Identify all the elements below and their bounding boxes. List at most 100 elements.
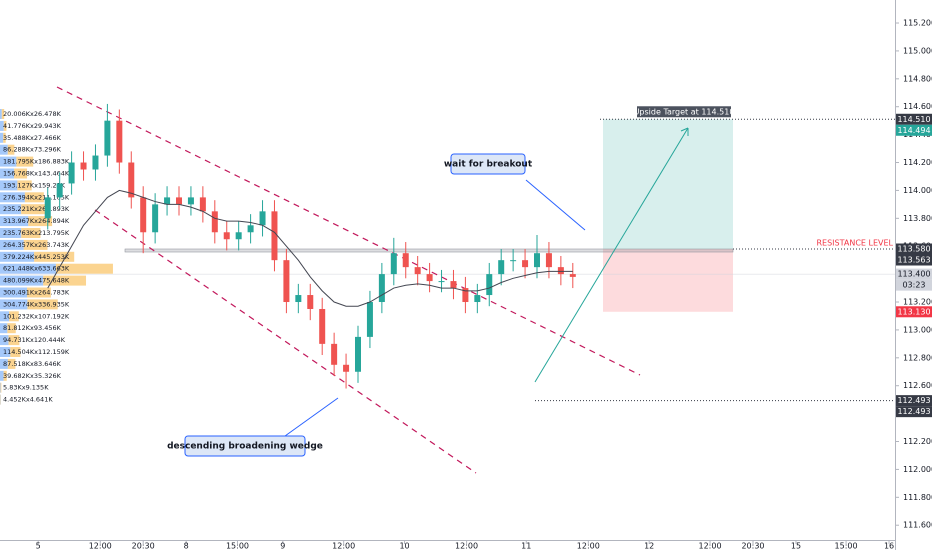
candle-body — [522, 260, 529, 268]
profile-label: 101.232Kx107.192K — [3, 312, 70, 320]
x-tick-label: 12:00 — [455, 542, 478, 550]
x-tick-label: 20:30 — [741, 542, 764, 550]
x-tick-label: 15:00 — [835, 542, 858, 550]
x-tick-label: 11 — [521, 542, 531, 550]
profile-label: 4.452Kx4.641K — [3, 396, 53, 404]
profile-label: 39.682Kx35.326K — [3, 372, 62, 380]
profile-buy-bar — [0, 120, 4, 131]
candle-body — [271, 211, 278, 261]
profile-buy-bar — [0, 132, 4, 143]
candle-body — [438, 281, 445, 283]
profile-sell-bar — [8, 335, 20, 346]
profile-label: 313.967Kx264.894K — [3, 217, 70, 225]
profile-sell-bar — [0, 382, 2, 393]
price-label-bg — [896, 406, 932, 418]
y-tick-label: 113.200 — [903, 298, 932, 307]
x-tick-label: 12:00 — [699, 542, 722, 550]
countdown-bg — [896, 279, 932, 291]
callout-pointer — [525, 179, 586, 231]
candle-body — [164, 197, 171, 205]
candle-body — [557, 267, 564, 275]
profile-sell-bar — [7, 144, 15, 155]
candle-body — [295, 295, 302, 303]
x-tick-label: 12:00 — [332, 542, 355, 550]
profile-sell-bar — [43, 275, 87, 286]
wedge-lower-line — [94, 209, 477, 474]
candle-body — [259, 211, 266, 226]
profile-buy-bar — [0, 192, 25, 203]
candle-body — [199, 197, 206, 212]
profile-buy-bar — [0, 239, 24, 250]
axis-layer: 115.200115.000114.800114.600114.400114.2… — [36, 19, 932, 550]
candle-body — [247, 225, 254, 233]
callout-box — [184, 435, 306, 457]
candle-body — [176, 197, 182, 205]
profile-sell-bar — [27, 299, 58, 310]
price-label-bg — [896, 268, 932, 280]
resistance-zone — [124, 248, 734, 253]
y-tick-label: 112.800 — [903, 353, 932, 362]
candle-body — [462, 288, 469, 303]
x-tick-label: 12 — [644, 542, 654, 550]
profile-buy-bar — [0, 251, 35, 262]
resistance-label: RESISTANCE LEVEL — [816, 239, 893, 248]
price-label-bg — [896, 243, 932, 255]
x-tick-label: 8 — [184, 542, 189, 550]
background-layer: Upside Target at 114.510 RESISTANCE LEVEL… — [0, 106, 895, 405]
profile-buy-bar — [0, 275, 44, 286]
candle-body — [366, 302, 373, 337]
x-tick-label: 16 — [884, 542, 894, 550]
profile-sell-bar — [23, 239, 48, 250]
wedge-upper-line — [56, 86, 641, 376]
callout-box — [450, 153, 526, 175]
candle-body — [92, 155, 99, 170]
candle-body — [307, 295, 314, 309]
profile-sell-bar — [55, 263, 113, 274]
profile-label: 35.488Kx27.466K — [3, 134, 62, 142]
profile-label: 181.795Kx186.883K — [3, 158, 70, 166]
y-tick-label: 114.800 — [903, 74, 932, 83]
profile-sell-bar — [17, 180, 32, 191]
profile-buy-bar — [0, 287, 28, 298]
profile-sell-bar — [14, 168, 28, 179]
profile-label: 81.812Kx93.456K — [3, 324, 62, 332]
profile-label: 480.099Kx475.648K — [3, 277, 70, 285]
target-arrow — [534, 127, 689, 383]
candle-body — [510, 260, 517, 262]
profile-buy-bar — [0, 228, 22, 238]
profile-label: 235.763Kx213.795K — [3, 229, 70, 237]
candle-body — [56, 183, 63, 198]
profile-label: 276.394Kx211.105K — [3, 193, 70, 201]
profile-sell-bar — [21, 228, 41, 238]
profile-sell-bar — [9, 311, 19, 322]
price-label: 112.493 — [897, 407, 930, 416]
candle-body — [187, 197, 194, 205]
profile-buy-bar — [0, 109, 2, 119]
profile-buy-bar — [0, 204, 22, 215]
y-tick-label: 114.200 — [903, 158, 932, 167]
candle-body — [426, 274, 433, 282]
profile-buy-bar — [0, 382, 1, 393]
profile-sell-bar — [27, 287, 51, 298]
x-tick-label: 10 — [399, 542, 409, 550]
price-label-bg — [896, 254, 932, 266]
candle-body — [211, 211, 218, 233]
x-tick-label: 15 — [791, 542, 801, 550]
profile-sell-bar — [3, 370, 7, 381]
candle-body — [140, 197, 147, 233]
profile-sell-bar — [7, 323, 16, 334]
candle-body — [68, 162, 75, 184]
profile-buy-bar — [0, 263, 56, 274]
price-label: 113.130 — [897, 307, 930, 316]
profile-label: 621.448Kx633.663K — [3, 265, 70, 273]
x-tick-label: 20:30 — [132, 542, 155, 550]
countdown: 03:23 — [902, 281, 925, 290]
profile-label: 114.504Kx112.159K — [3, 348, 70, 356]
profile-label: 20.006Kx26.478K — [3, 110, 62, 118]
price-label: 114.510 — [897, 115, 930, 124]
candle-body — [414, 267, 421, 275]
candle-body — [545, 253, 552, 268]
x-tick-label: 12:00 — [577, 542, 600, 550]
profile-sell-bar — [16, 156, 34, 167]
price-label-bg — [896, 395, 932, 407]
